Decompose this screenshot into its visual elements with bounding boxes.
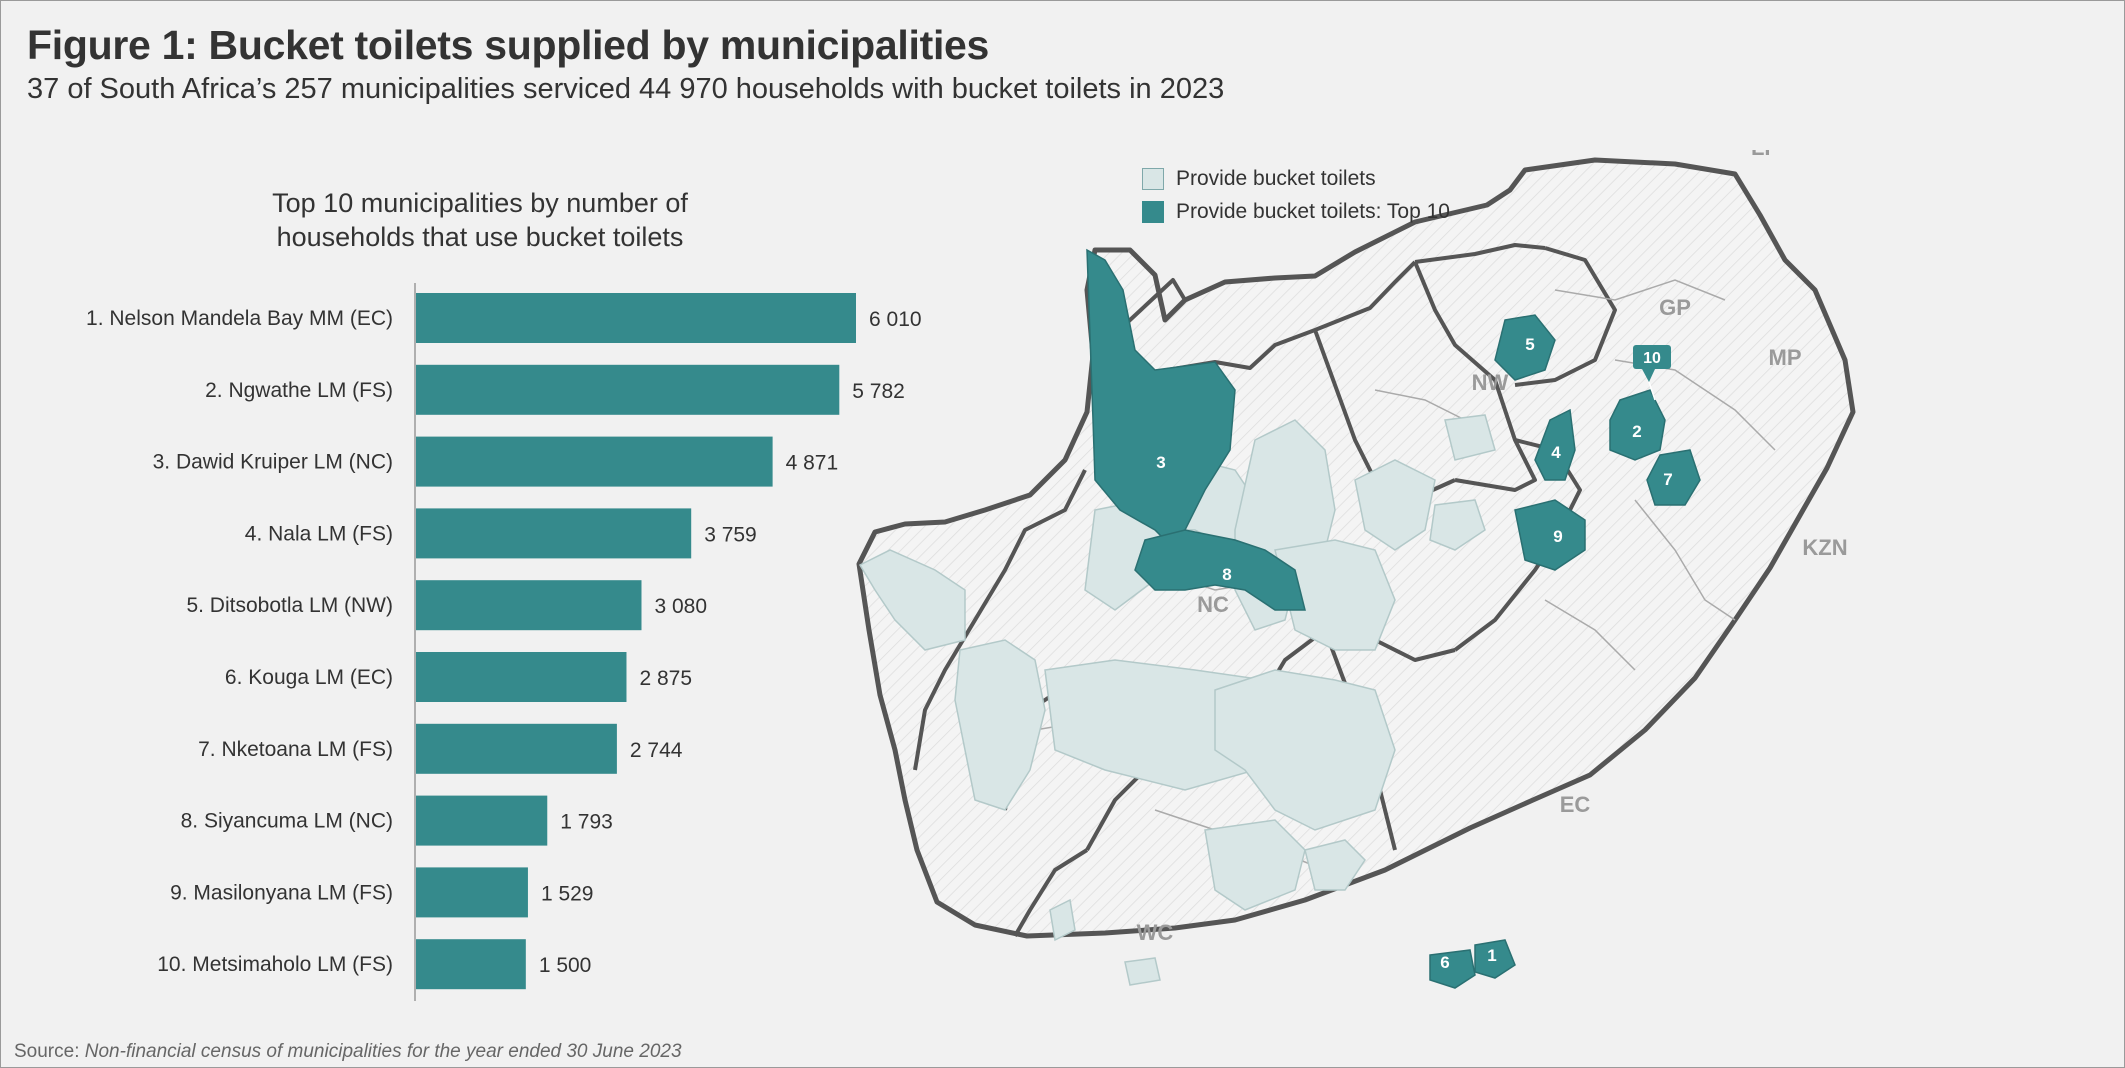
bar-1: [416, 293, 856, 343]
province-borders: [913, 243, 1617, 937]
region-3-dawid-kruiper: [1086, 248, 1236, 552]
region-fs-south: [1274, 539, 1396, 651]
legend-item-top10: Provide bucket toilets: Top 10: [1142, 195, 1450, 228]
map-number-2: 2: [1632, 422, 1641, 441]
region-fs-east2: [1429, 499, 1486, 551]
map-number-9: 9: [1553, 527, 1562, 546]
bar-7: [416, 723, 617, 774]
map-number-10: 10: [1643, 350, 1661, 367]
region-6-kouga: [1429, 949, 1476, 989]
bar-2: [416, 364, 840, 415]
legend-item-provide: Provide bucket toilets: [1142, 162, 1450, 195]
province-label-wc: WC: [1137, 920, 1174, 945]
bar-category-label-4: 4. Nala LM (FS): [245, 522, 393, 545]
page-title: Figure 1: Bucket toilets supplied by mun…: [27, 22, 990, 68]
map-legend: Provide bucket toilets Provide bucket to…: [1142, 162, 1450, 228]
map-number-3: 3: [1156, 453, 1165, 472]
region-ec-central: [1214, 669, 1396, 831]
region-1-nelson-mandela-bay: [1474, 939, 1516, 979]
source-label: Source:: [14, 1041, 85, 1062]
region-nc-west: [858, 549, 966, 651]
page-subtitle: 37 of South Africa’s 257 municipalities …: [27, 73, 1225, 105]
map-number-8: 8: [1222, 565, 1231, 584]
bar-6: [416, 652, 627, 702]
provide-regions: [858, 389, 1496, 986]
top10-regions: [1086, 248, 1701, 989]
bar-value-label-3: 4 871: [786, 452, 839, 475]
chart-title-line-2: households that use bucket toilets: [276, 222, 684, 252]
chart-title: Top 10 municipalities by number of house…: [180, 186, 780, 254]
legend-label-top10: Provide bucket toilets: Top 10: [1176, 199, 1450, 223]
region-8-siyancuma: [1134, 529, 1306, 611]
bar-value-label-1: 6 010: [869, 308, 922, 331]
map-callout-10: 10: [1633, 345, 1671, 401]
bar-category-label-6: 6. Kouga LM (EC): [225, 666, 393, 689]
bar-value-label-10: 1 500: [539, 954, 592, 977]
region-9-masilonyana: [1514, 499, 1586, 571]
region-4-nala: [1534, 408, 1576, 481]
region-5-ditsobotla: [1494, 314, 1556, 381]
bar-value-label-4: 3 759: [704, 523, 757, 546]
bar-category-label-8: 8. Siyancuma LM (NC): [181, 810, 393, 833]
bar-category-label-3: 3. Dawid Kruiper LM (NC): [153, 451, 393, 474]
region-wc-south: [1124, 957, 1161, 986]
map-number-6: 6: [1440, 953, 1449, 972]
bar-8: [416, 795, 548, 846]
map-number-1: 1: [1487, 946, 1496, 965]
province-label-ec: EC: [1560, 792, 1591, 817]
region-nc-southwest: [954, 639, 1046, 811]
bar-category-label-9: 9. Masilonyana LM (FS): [170, 881, 393, 904]
bar-category-label-7: 7. Nketoana LM (FS): [198, 738, 393, 761]
bar-value-label-9: 1 529: [541, 882, 594, 905]
province-label-nw: NW: [1472, 370, 1509, 395]
legend-label-provide: Provide bucket toilets: [1176, 166, 1376, 190]
region-2-ngwathe: [1609, 389, 1666, 461]
region-ec-south: [1204, 819, 1306, 911]
region-fs-northeast: [1444, 414, 1496, 461]
province-label-mp: MP: [1769, 345, 1802, 370]
bar-value-label-2: 5 782: [852, 380, 905, 403]
chart-title-line-1: Top 10 municipalities by number of: [272, 188, 688, 218]
bar-category-label-10: 10. Metsimaholo LM (FS): [157, 953, 393, 976]
region-ec-east: [1304, 839, 1366, 891]
province-label-kzn: KZN: [1802, 535, 1847, 560]
bar-9: [416, 867, 528, 918]
region-wc-west: [1049, 898, 1076, 942]
province-label-lp: LP: [1751, 150, 1779, 160]
bar-value-label-6: 2 875: [639, 667, 692, 690]
bar-5: [416, 580, 642, 631]
south-africa-map: 1 2 3 4 5 6 7 8 9 10 LP GP MP NW KZN NC EC WC: [856, 150, 1856, 989]
bar-category-label-1: 1. Nelson Mandela Bay MM (EC): [86, 307, 393, 330]
bar-value-label-7: 2 744: [630, 739, 683, 762]
map-number-7: 7: [1663, 470, 1672, 489]
region-fs-east: [1354, 459, 1436, 551]
bar-chart: 1. Nelson Mandela Bay MM (EC) 6 010 2. Ngw…: [86, 283, 922, 1001]
bar-value-label-5: 3 080: [654, 595, 707, 618]
bar-category-label-5: 5. Ditsobotla LM (NW): [186, 594, 393, 617]
source-text: Non-financial census of municipalities f…: [84, 1041, 682, 1062]
province-label-gp: GP: [1659, 295, 1691, 320]
bar-10: [416, 939, 526, 990]
bar-4: [416, 508, 692, 559]
map-number-4: 4: [1551, 443, 1561, 462]
region-7-nketoana: [1646, 449, 1701, 506]
bar-category-label-2: 2. Ngwathe LM (FS): [205, 379, 393, 402]
bar-value-label-8: 1 793: [560, 811, 613, 834]
bar-3: [416, 436, 773, 487]
map-number-5: 5: [1525, 335, 1534, 354]
legend-swatch-provide: [1142, 167, 1164, 190]
province-label-nc: NC: [1197, 592, 1229, 617]
legend-swatch-top10: [1142, 200, 1164, 223]
source-note: Source: Non-financial census of municipa…: [14, 1041, 682, 1063]
